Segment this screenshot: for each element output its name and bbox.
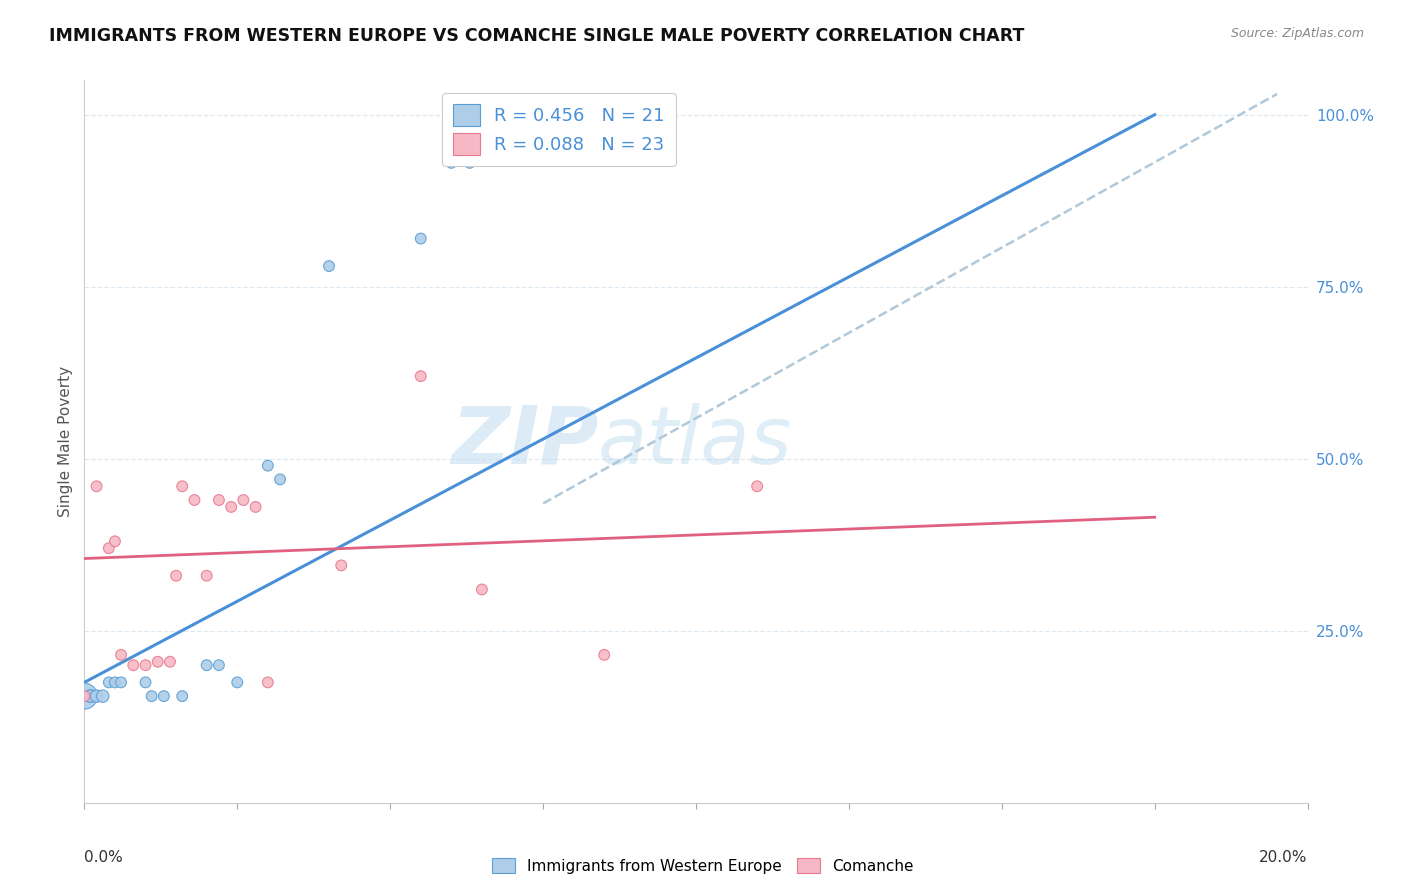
- Point: [269, 472, 291, 486]
- Point: [86, 479, 108, 493]
- Point: [471, 582, 494, 597]
- Point: [122, 658, 145, 673]
- Point: [73, 689, 96, 703]
- Point: [593, 648, 616, 662]
- Text: IMMIGRANTS FROM WESTERN EUROPE VS COMANCHE SINGLE MALE POVERTY CORRELATION CHART: IMMIGRANTS FROM WESTERN EUROPE VS COMANC…: [49, 27, 1025, 45]
- Point: [747, 479, 769, 493]
- Point: [409, 231, 432, 245]
- Text: Source: ZipAtlas.com: Source: ZipAtlas.com: [1230, 27, 1364, 40]
- Point: [330, 558, 353, 573]
- Point: [91, 689, 114, 703]
- Point: [183, 493, 205, 508]
- Point: [135, 675, 157, 690]
- Point: [79, 689, 101, 703]
- Point: [245, 500, 267, 514]
- Point: [257, 458, 280, 473]
- Point: [458, 156, 481, 170]
- Point: [232, 493, 254, 508]
- Point: [195, 568, 218, 582]
- Point: [159, 655, 181, 669]
- Point: [219, 500, 242, 514]
- Point: [440, 156, 463, 170]
- Point: [172, 479, 194, 493]
- Point: [208, 493, 231, 508]
- Point: [195, 658, 218, 673]
- Point: [257, 675, 280, 690]
- Point: [141, 689, 163, 703]
- Text: 20.0%: 20.0%: [1260, 850, 1308, 864]
- Y-axis label: Single Male Poverty: Single Male Poverty: [58, 366, 73, 517]
- Text: atlas: atlas: [598, 402, 793, 481]
- Point: [97, 541, 120, 556]
- Text: 0.0%: 0.0%: [84, 850, 124, 864]
- Point: [104, 534, 127, 549]
- Text: ZIP: ZIP: [451, 402, 598, 481]
- Point: [73, 689, 96, 703]
- Legend: R = 0.456   N = 21, R = 0.088   N = 23: R = 0.456 N = 21, R = 0.088 N = 23: [441, 93, 676, 166]
- Point: [79, 689, 101, 703]
- Point: [110, 648, 132, 662]
- Point: [409, 369, 432, 384]
- Point: [226, 675, 249, 690]
- Point: [86, 689, 108, 703]
- Point: [97, 675, 120, 690]
- Point: [208, 658, 231, 673]
- Point: [153, 689, 176, 703]
- Point: [165, 568, 187, 582]
- Point: [172, 689, 194, 703]
- Legend: Immigrants from Western Europe, Comanche: Immigrants from Western Europe, Comanche: [486, 852, 920, 880]
- Point: [146, 655, 169, 669]
- Point: [110, 675, 132, 690]
- Point: [104, 675, 127, 690]
- Point: [318, 259, 340, 273]
- Point: [135, 658, 157, 673]
